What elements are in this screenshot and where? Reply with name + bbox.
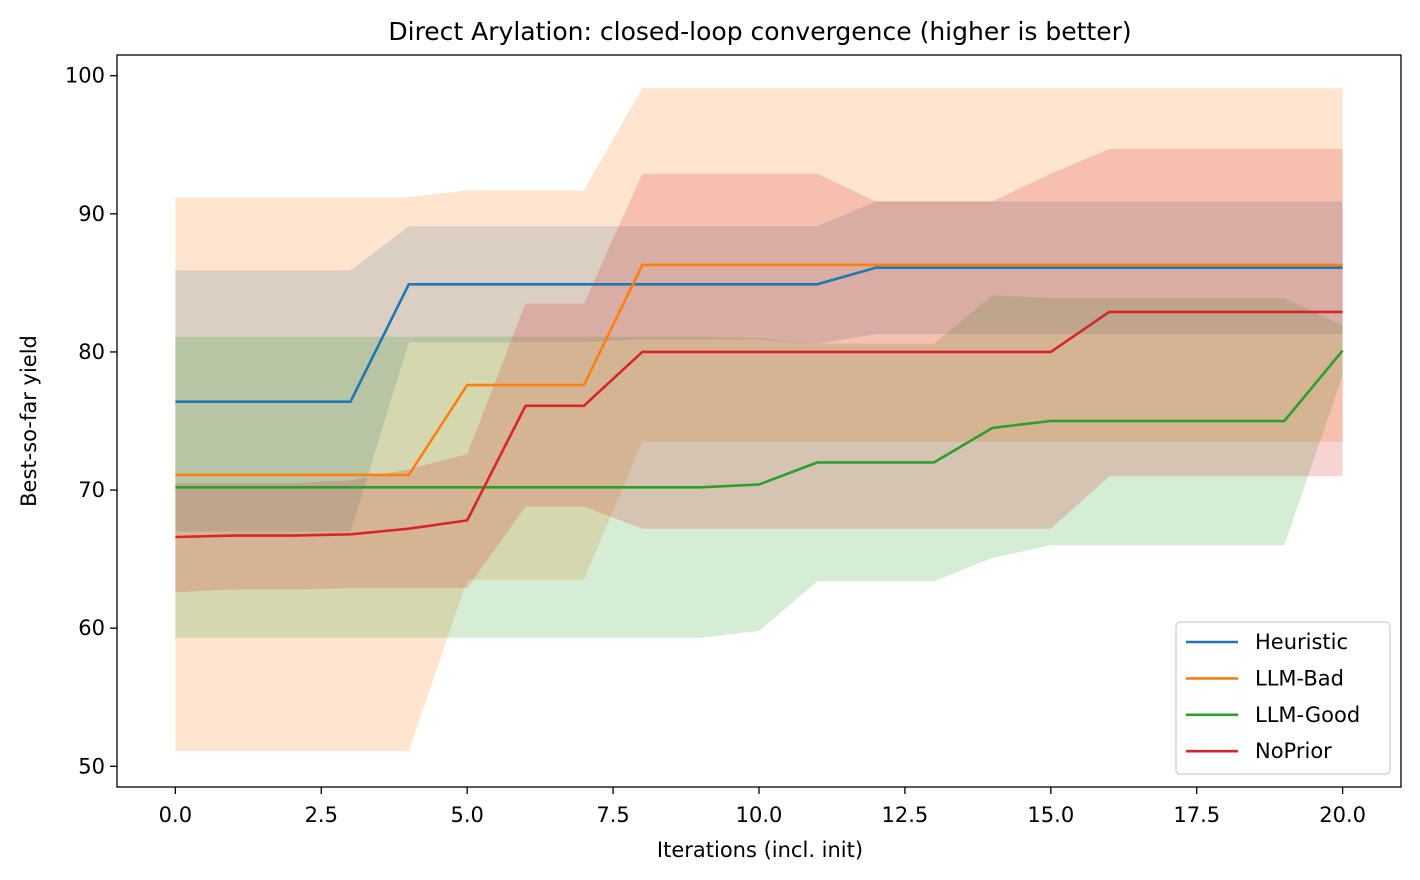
band-llm-good [175, 295, 1343, 638]
series-lines [175, 263, 1344, 539]
legend-label-heuristic: Heuristic [1255, 630, 1348, 654]
x-tick-label: 12.5 [882, 803, 929, 827]
line-heuristic [175, 266, 1343, 404]
band-llm-bad [175, 88, 1343, 752]
legend-box [1175, 621, 1391, 775]
y-axis-label: Best-so-far yield [17, 335, 41, 507]
y-tick-label: 80 [78, 340, 105, 364]
x-tick-label: 5.0 [450, 803, 483, 827]
x-tick-label: 0.0 [159, 803, 192, 827]
y-tick-label: 100 [65, 64, 105, 88]
legend-label-noprior: NoPrior [1255, 739, 1332, 763]
x-tick-label: 20.0 [1319, 803, 1366, 827]
band-noprior [175, 148, 1343, 593]
legend-label-llm-bad: LLM-Bad [1255, 666, 1344, 690]
chart-title: Direct Arylation: closed-loop convergenc… [388, 17, 1131, 46]
x-tick-label: 10.0 [736, 803, 783, 827]
y-tick-label: 60 [78, 616, 105, 640]
y-tick-label: 70 [78, 478, 105, 502]
legend-label-llm-good: LLM-Good [1255, 703, 1360, 727]
x-tick-label: 2.5 [305, 803, 338, 827]
x-tick-label: 17.5 [1173, 803, 1220, 827]
line-noprior [175, 310, 1343, 539]
y-tick-label: 90 [78, 202, 105, 226]
x-axis-label: Iterations (incl. init) [657, 838, 863, 862]
line-llm-bad [175, 263, 1343, 477]
x-axis: 0.0 2.5 5.0 7.5 10.0 12.5 15.0 17.5 20.0 [159, 787, 1366, 827]
x-tick-label: 15.0 [1027, 803, 1074, 827]
y-tick-label: 50 [78, 754, 105, 778]
line-llm-good [175, 349, 1344, 489]
legend: Heuristic LLM-Bad LLM-Good NoPrior [1175, 621, 1391, 775]
y-axis: 50 60 70 80 90 100 [65, 64, 117, 778]
x-tick-label: 7.5 [596, 803, 629, 827]
